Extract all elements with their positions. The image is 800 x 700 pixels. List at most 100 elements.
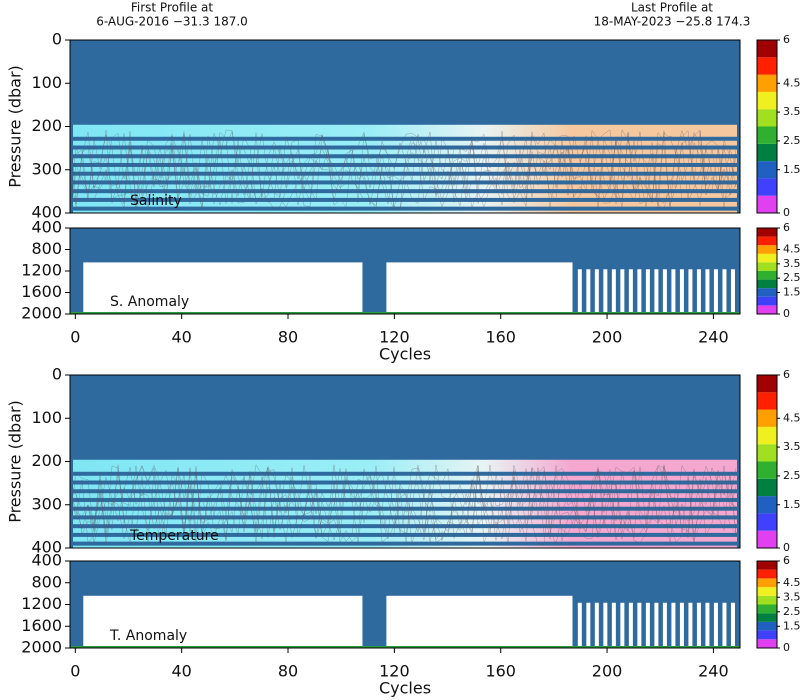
colorbar-swatch xyxy=(757,595,777,605)
colorbar-tick-label: 4.5 xyxy=(783,576,800,589)
y-tick-label: 2000 xyxy=(21,304,62,323)
contour xyxy=(70,130,737,210)
colorbar-tick-label: 2.5 xyxy=(783,271,800,284)
no-data xyxy=(594,269,599,314)
x-tick-label: 120 xyxy=(379,328,410,347)
no-data xyxy=(688,269,693,314)
colorbar-swatch xyxy=(757,161,777,179)
colorbar-tick-label: 2.5 xyxy=(783,134,800,147)
level-stripe xyxy=(70,480,740,485)
colorbar-tick-label: 1.5 xyxy=(783,163,800,176)
last-label: Last Profile at xyxy=(631,1,713,15)
no-data xyxy=(705,269,710,314)
no-data xyxy=(386,262,573,312)
panel-body xyxy=(70,561,740,648)
panel-label: Temperature xyxy=(129,528,219,544)
contour xyxy=(70,129,737,210)
level-stripe xyxy=(70,180,740,185)
y-tick-label: 200 xyxy=(31,451,62,470)
colorbar-tick-label: 0 xyxy=(783,641,790,654)
colorbar-frame xyxy=(756,39,778,214)
x-tick-label: 120 xyxy=(379,662,410,681)
contour xyxy=(70,464,737,545)
x-tick-label: 80 xyxy=(278,662,298,681)
contour xyxy=(70,464,737,545)
no-data xyxy=(671,602,676,648)
level-stripe xyxy=(70,524,740,529)
no-data xyxy=(679,602,684,648)
level-stripe xyxy=(70,541,740,546)
x-tick-label: 80 xyxy=(278,328,298,347)
no-data xyxy=(696,602,701,648)
no-data xyxy=(603,602,608,648)
y-tick-label: 800 xyxy=(31,572,62,591)
last-info: 18-MAY-2023 −25.8 174.3 xyxy=(594,15,751,29)
x-tick-label: 240 xyxy=(698,662,729,681)
colorbar-tick-label: 3.5 xyxy=(783,257,800,270)
no-data xyxy=(722,602,727,648)
colorbar-swatch xyxy=(757,587,777,596)
panel-label: S. Anomaly xyxy=(110,294,189,310)
no-data xyxy=(586,269,591,314)
level-stripe xyxy=(70,171,740,176)
colorbar-swatch xyxy=(757,296,777,306)
colorbar-swatch xyxy=(757,604,777,614)
colorbar-tick-label: 3.5 xyxy=(783,440,800,453)
colorbar-tick-label: 4.5 xyxy=(783,76,800,89)
colorbar-swatch xyxy=(757,444,777,462)
level-stripe xyxy=(70,206,740,211)
colorbar-tick-label: 1.5 xyxy=(783,619,800,632)
y-tick-label: 1600 xyxy=(21,282,62,301)
colorbar-tick-label: 0 xyxy=(783,541,790,554)
colorbar-tick-label: 6 xyxy=(783,33,790,46)
no-data xyxy=(713,269,718,314)
panel: Temperature 0 100 200 300 400 Pressure (dbar) 0… xyxy=(6,365,800,557)
no-data xyxy=(577,602,582,648)
panel-body xyxy=(70,40,740,213)
colorbar-swatch xyxy=(757,569,777,579)
no-data xyxy=(654,269,659,314)
no-data xyxy=(594,602,599,648)
colorbar-tick-label: 2.5 xyxy=(783,469,800,482)
no-data xyxy=(696,269,701,314)
y-tick-label: 100 xyxy=(31,73,62,92)
colorbar-swatch xyxy=(757,305,777,314)
level-stripe xyxy=(70,489,740,494)
colorbar-swatch xyxy=(757,271,777,280)
colorbar-swatch xyxy=(757,530,777,548)
colorbar-swatch xyxy=(757,392,777,410)
no-data xyxy=(679,269,684,314)
colorbar-swatch xyxy=(757,236,777,246)
colorbar-frame xyxy=(756,227,778,315)
colorbar-swatch xyxy=(757,621,777,631)
x-axis-label: Cycles xyxy=(379,345,431,364)
no-data xyxy=(620,269,625,314)
level-stripe xyxy=(70,197,740,202)
no-data xyxy=(386,595,573,646)
colorbar-tick-label: 6 xyxy=(783,221,790,234)
panel-label: Salinity xyxy=(130,193,182,209)
no-data xyxy=(730,602,735,648)
no-data xyxy=(713,602,718,648)
panel-label: T. Anomaly xyxy=(109,628,187,644)
colorbar-tick-label: 6 xyxy=(783,554,790,567)
contour xyxy=(70,129,737,211)
y-tick-label: 300 xyxy=(31,159,62,178)
colorbar-frame xyxy=(756,374,778,549)
level-stripe xyxy=(70,154,740,159)
contour xyxy=(70,129,737,210)
colorbar-swatch xyxy=(757,91,777,110)
colorbar-swatch xyxy=(757,109,777,127)
colorbar-tick-label: 6 xyxy=(783,368,790,381)
x-axis-label: Cycles xyxy=(379,679,431,698)
contour xyxy=(70,129,737,210)
colorbar-swatch xyxy=(757,262,777,271)
no-data xyxy=(620,602,625,648)
colorbar-tick-label: 4.5 xyxy=(783,243,800,256)
colorbar-tick-label: 2.5 xyxy=(783,605,800,618)
colorbar-swatch xyxy=(757,496,777,514)
colorbar-swatch xyxy=(757,513,777,531)
y-tick-label: 400 xyxy=(31,218,62,237)
